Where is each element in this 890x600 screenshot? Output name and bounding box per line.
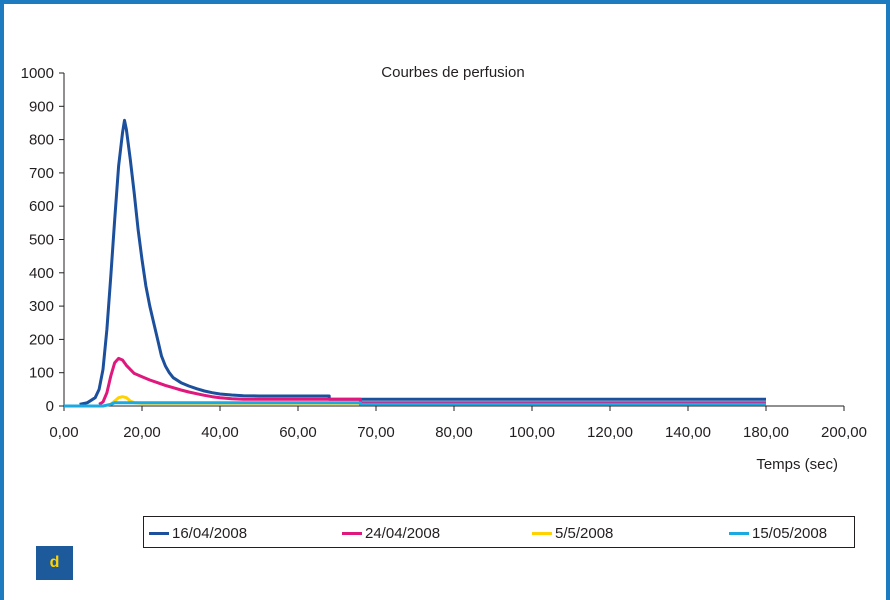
x-tick-label: 60,00: [279, 424, 317, 441]
x-tick-label: 100,00: [509, 424, 555, 441]
y-tick-label: 700: [29, 165, 54, 182]
x-tick-label: 140,00: [665, 424, 711, 441]
chart-title: Courbes de perfusion: [381, 64, 524, 81]
y-tick-label: 200: [29, 331, 54, 348]
y-tick-label: 500: [29, 232, 54, 249]
x-tick-label: 40,00: [201, 424, 239, 441]
chart-axes: 0 100 200 300 400 500 600 700 800 900 1000 0,00 20,0…: [21, 65, 867, 441]
y-tick-label: 0: [46, 398, 54, 415]
legend-item-1: 16/04/2008: [149, 524, 247, 542]
legend-label: 5/5/2008: [555, 524, 614, 542]
panel-letter-badge: d: [36, 546, 73, 580]
x-tick-label: 120,00: [587, 424, 633, 441]
y-tick-label: 1000: [21, 65, 54, 82]
x-tick-label: 70,00: [357, 424, 395, 441]
y-tick-label: 100: [29, 365, 54, 382]
y-tick-label: 400: [29, 265, 54, 282]
legend-label: 24/04/2008: [365, 524, 441, 542]
legend-swatch: [342, 531, 362, 535]
x-tick-label: 80,00: [435, 424, 473, 441]
y-tick-label: 800: [29, 132, 54, 149]
legend-swatch: [729, 531, 749, 535]
y-tick-label: 300: [29, 298, 54, 315]
x-axis-title: Temps (sec): [756, 456, 838, 473]
legend-swatch: [149, 531, 169, 535]
y-tick-label: 600: [29, 198, 54, 215]
legend-item-4: 15/05/2008: [729, 524, 827, 542]
series-line-4: [64, 401, 766, 408]
series-line-1: [79, 118, 766, 406]
legend-label: 16/04/2008: [172, 524, 248, 542]
x-tick-label: 20,00: [123, 424, 161, 441]
chart-legend: 16/04/2008 24/04/2008 5/5/2008 15/05/2008: [143, 516, 855, 548]
x-tick-label: 200,00: [821, 424, 867, 441]
legend-label: 15/05/2008: [752, 524, 828, 542]
legend-swatch: [532, 531, 552, 535]
y-tick-label: 900: [29, 98, 54, 115]
legend-item-3: 5/5/2008: [532, 524, 613, 542]
legend-item-2: 24/04/2008: [342, 524, 440, 542]
series-line-2: [98, 356, 766, 406]
x-tick-label: 180,00: [743, 424, 789, 441]
series-layer: [64, 118, 766, 408]
x-tick-label: 0,00: [49, 424, 78, 441]
